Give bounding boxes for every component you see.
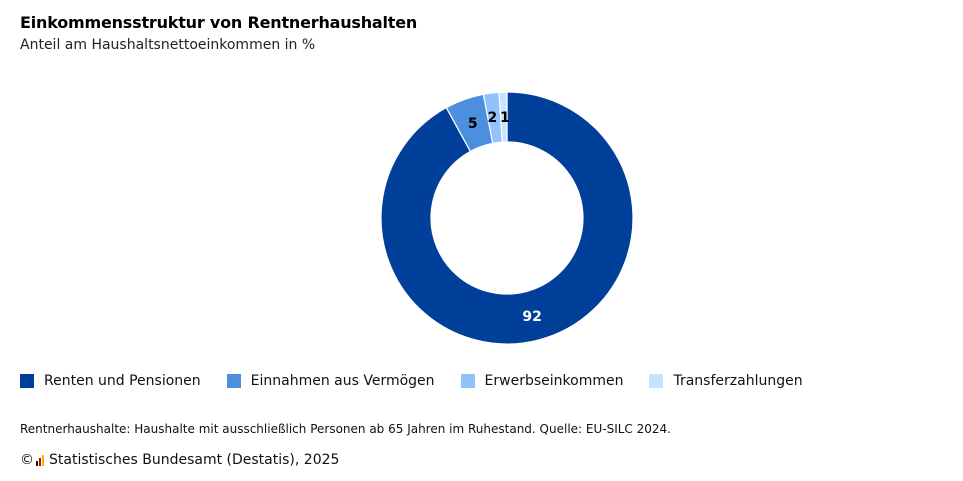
legend-item-transfer[interactable]: Transferzahlungen	[649, 373, 803, 389]
data-label: 92	[522, 309, 541, 325]
copyright-symbol: ©	[20, 452, 34, 468]
logo-bar	[36, 460, 38, 466]
chart-legend: Renten und Pensionen Einnahmen aus Vermö…	[20, 373, 829, 389]
slice-renten[interactable]	[380, 91, 634, 345]
destatis-logo-icon	[36, 454, 45, 466]
chart-title: Einkommensstruktur von Rentnerhaushalten	[20, 13, 418, 32]
data-label: 5	[468, 116, 478, 132]
donut-chart: 92 5 2 1	[380, 91, 634, 345]
legend-swatch	[20, 374, 34, 388]
logo-bar	[42, 454, 44, 466]
legend-label: Einnahmen aus Vermögen	[250, 373, 435, 389]
logo-bar	[39, 457, 41, 466]
legend-swatch	[460, 374, 475, 388]
legend-label: Transferzahlungen	[673, 373, 803, 389]
legend-item-vermoegen[interactable]: Einnahmen aus Vermögen	[226, 373, 435, 389]
legend-label: Renten und Pensionen	[44, 373, 201, 389]
legend-swatch	[649, 374, 664, 388]
data-label: 1	[500, 110, 510, 126]
chart-subtitle: Anteil am Haushaltsnettoeinkommen in %	[20, 37, 316, 53]
data-label: 2	[487, 110, 497, 126]
copyright-text: Statistisches Bundesamt (Destatis), 2025	[49, 452, 340, 468]
legend-item-renten[interactable]: Renten und Pensionen	[20, 373, 201, 389]
slice-transfer[interactable]	[498, 91, 508, 143]
source-note: Rentnerhaushalte: Haushalte mit ausschli…	[20, 422, 671, 436]
legend-item-erwerb[interactable]: Erwerbseinkommen	[460, 373, 624, 389]
copyright-line: © Statistisches Bundesamt (Destatis), 20…	[20, 452, 339, 468]
legend-label: Erwerbseinkommen	[484, 373, 624, 389]
legend-swatch	[226, 374, 241, 388]
